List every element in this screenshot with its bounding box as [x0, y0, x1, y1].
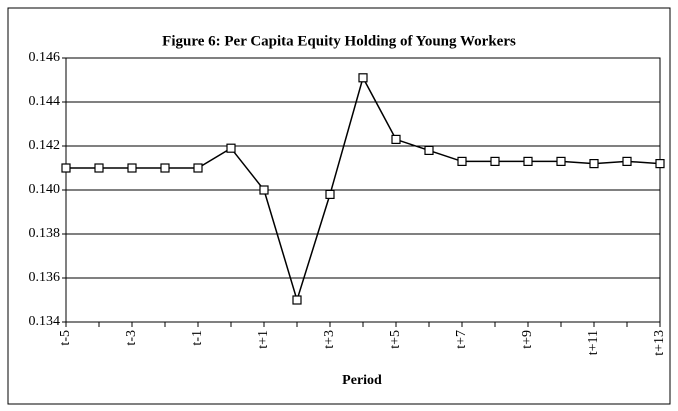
marker	[358, 73, 368, 83]
marker	[457, 156, 467, 166]
line	[66, 75, 661, 303]
marker	[94, 163, 104, 173]
x-axis-title: Period	[342, 373, 382, 388]
marker	[325, 189, 335, 199]
x-tick-label: t+3	[322, 330, 337, 349]
marker	[127, 163, 137, 173]
y-tick-label: 0.140	[29, 182, 61, 197]
marker	[589, 159, 599, 169]
marker	[391, 134, 401, 144]
y-tick-label: 0.142	[29, 138, 61, 153]
x-tick-label: t+9	[520, 330, 535, 349]
marker	[556, 156, 566, 166]
y-tick-label: 0.138	[29, 226, 61, 241]
x-tick-label: t+7	[454, 330, 469, 349]
marker	[292, 295, 302, 305]
x-tick-label: t-1	[190, 330, 205, 346]
x-tick-label: t-5	[58, 330, 73, 346]
marker	[523, 156, 533, 166]
x-tick-label: t-3	[124, 330, 139, 346]
marker	[160, 163, 170, 173]
marker	[490, 156, 500, 166]
y-tick-label: 0.134	[29, 314, 61, 329]
marker	[259, 185, 269, 195]
x-tick-label: t+1	[256, 330, 271, 349]
x-tick-label: t+5	[388, 330, 403, 349]
y-tick-label: 0.136	[29, 270, 61, 285]
marker	[655, 159, 665, 169]
marker	[193, 163, 203, 173]
marker	[61, 163, 71, 173]
frame	[7, 7, 671, 405]
x-tick-label: t+11	[586, 330, 601, 355]
marker	[622, 156, 632, 166]
x-tick-label: t+13	[652, 330, 667, 356]
y-tick-label: 0.146	[29, 50, 61, 65]
y-tick-label: 0.144	[29, 94, 61, 109]
marker	[424, 145, 434, 155]
chart-title: Figure 6: Per Capita Equity Holding of Y…	[162, 33, 516, 49]
marker	[226, 143, 236, 153]
